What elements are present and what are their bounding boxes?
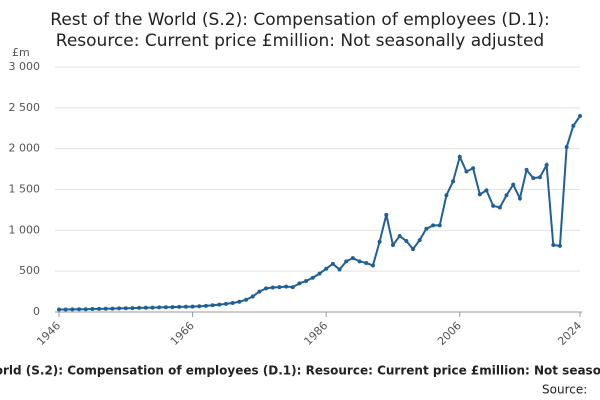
point: [210, 303, 215, 308]
point: [284, 284, 289, 289]
point: [511, 182, 516, 187]
point: [551, 243, 556, 248]
point: [163, 305, 168, 310]
point: [83, 307, 88, 312]
point: [557, 243, 562, 248]
point: [390, 243, 395, 248]
point: [411, 247, 416, 252]
point: [417, 238, 422, 243]
point: [183, 304, 188, 309]
point: [190, 304, 195, 309]
point: [451, 179, 456, 184]
point: [464, 169, 469, 174]
point: [431, 223, 436, 228]
point: [484, 188, 489, 193]
y-tick-label: 3 000: [9, 60, 41, 73]
chart-title: Rest of the World (S.2): Compensation of…: [50, 10, 549, 30]
point: [537, 175, 542, 180]
x-tick-label: 1946: [34, 319, 63, 348]
point: [197, 304, 202, 309]
point: [230, 301, 235, 306]
point: [237, 299, 242, 304]
point: [317, 271, 322, 276]
line: [58, 115, 581, 311]
point: [143, 305, 148, 310]
point: [330, 261, 335, 266]
point: [270, 285, 275, 290]
point: [471, 166, 476, 171]
point: [344, 259, 349, 264]
x-tick-label: 1966: [168, 319, 197, 348]
y-unit: £m: [12, 46, 30, 59]
point: [170, 305, 175, 310]
point: [90, 307, 95, 312]
point: [130, 306, 135, 311]
point: [377, 239, 382, 244]
point: [223, 301, 228, 306]
source: Source:: [542, 383, 587, 397]
point: [504, 193, 509, 198]
x-tick-label: 1986: [301, 319, 330, 348]
point: [437, 223, 442, 228]
point: [497, 205, 502, 210]
point: [571, 123, 576, 128]
point: [203, 303, 208, 308]
point: [397, 234, 402, 239]
point: [297, 281, 302, 286]
x-tick-label: 2024: [555, 319, 584, 348]
point: [524, 167, 529, 172]
point: [77, 307, 82, 312]
point: [57, 307, 61, 312]
point: [137, 305, 142, 310]
point: [63, 307, 68, 312]
point: [364, 261, 369, 265]
point: [370, 263, 375, 268]
point: [110, 306, 115, 311]
caption: Rest of the World (S.2): Compensation of…: [0, 364, 600, 378]
point: [337, 267, 342, 272]
point: [531, 176, 536, 181]
point: [578, 114, 582, 118]
y-tick-label: 2 000: [9, 142, 41, 155]
point: [250, 294, 255, 299]
point: [324, 266, 329, 271]
point: [217, 302, 222, 307]
point: [517, 196, 522, 201]
point: [544, 163, 549, 167]
point: [257, 289, 262, 294]
point: [384, 212, 389, 217]
y-tick-label: 1 500: [9, 183, 41, 196]
y-tick-label: 1 000: [9, 223, 41, 236]
y-tick-label: 2 500: [9, 101, 41, 114]
point: [150, 305, 155, 310]
point: [244, 297, 249, 302]
point: [350, 256, 355, 261]
point: [277, 285, 282, 290]
x-tick-label: 2006: [435, 319, 464, 348]
point: [404, 238, 409, 243]
point: [177, 304, 182, 309]
point: [491, 203, 496, 208]
point: [123, 306, 128, 311]
point: [117, 306, 122, 311]
y-tick-label: 500: [19, 264, 40, 277]
point: [97, 306, 102, 311]
point: [424, 226, 429, 231]
point: [357, 259, 362, 264]
point: [103, 306, 108, 311]
point: [564, 145, 569, 150]
point: [444, 193, 449, 198]
y-tick-label: 0: [33, 305, 40, 318]
point: [157, 305, 162, 310]
point: [457, 154, 462, 159]
point: [304, 278, 309, 283]
chart-title: Resource: Current price £million: Not se…: [56, 31, 544, 51]
point: [70, 307, 75, 312]
point: [477, 192, 482, 197]
point: [290, 285, 295, 290]
point: [310, 275, 315, 280]
point: [264, 286, 269, 291]
